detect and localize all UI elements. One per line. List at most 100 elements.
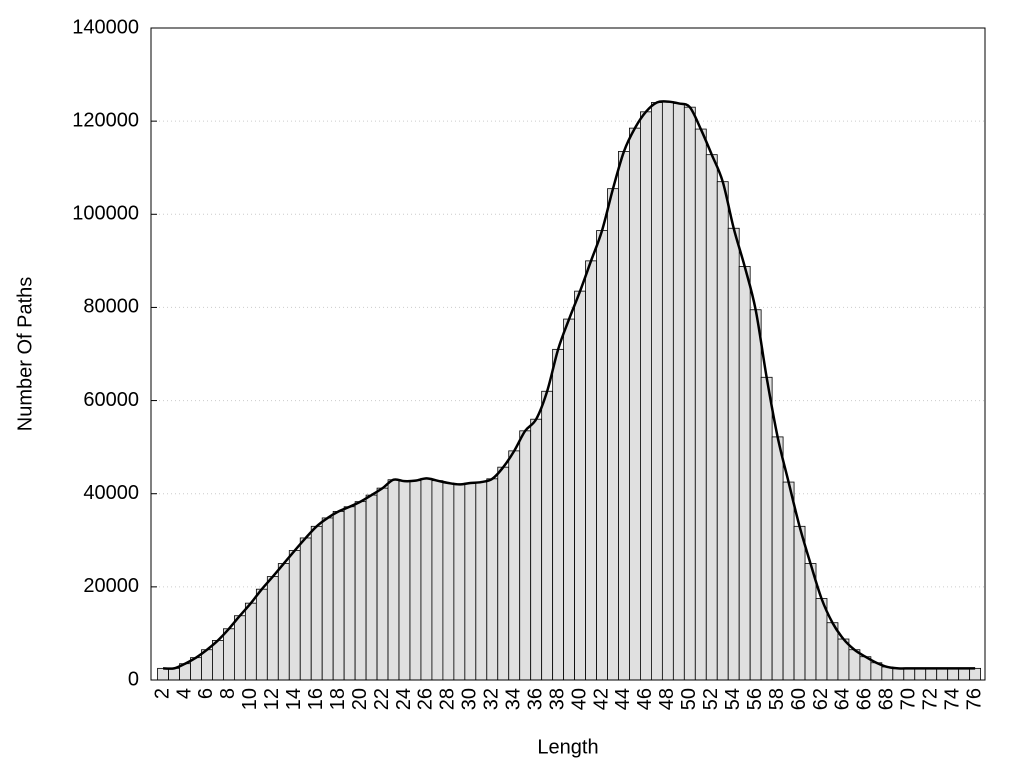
bar — [201, 649, 213, 681]
bar — [530, 418, 543, 681]
x-tick-label: 2 — [151, 688, 173, 699]
bar — [903, 667, 916, 681]
x-tick-label: 62 — [810, 688, 832, 710]
plot-frame — [150, 27, 986, 681]
x-tick-label: 32 — [481, 688, 503, 710]
x-tick-label: 22 — [371, 688, 393, 710]
bar — [409, 480, 422, 681]
x-axis-label: Length — [537, 736, 598, 758]
bar — [266, 576, 279, 681]
bar — [629, 127, 641, 681]
y-tick-label: 0 — [128, 668, 139, 690]
bar — [387, 479, 400, 681]
y-tick-label: 140000 — [72, 16, 139, 38]
x-tick-label: 16 — [305, 688, 327, 710]
x-tick-label: 74 — [941, 688, 963, 710]
bar — [233, 615, 246, 681]
bar — [365, 494, 378, 681]
y-tick-label: 100000 — [72, 203, 139, 225]
bar — [431, 480, 444, 681]
bar — [793, 525, 806, 681]
x-tick-label: 30 — [459, 688, 481, 710]
bar — [168, 667, 180, 681]
bar — [804, 563, 817, 681]
bar — [640, 111, 652, 681]
bar — [288, 550, 301, 681]
x-tick-label: 6 — [195, 688, 217, 699]
bar — [244, 602, 257, 681]
x-tick-label: 26 — [415, 688, 437, 710]
x-tick-label: 14 — [283, 688, 305, 710]
bar — [694, 128, 707, 681]
x-tick-label: 72 — [920, 688, 942, 710]
bar — [837, 638, 850, 681]
bar — [969, 667, 982, 681]
bar — [310, 525, 323, 681]
x-tick-label: 42 — [590, 688, 612, 710]
bar — [376, 487, 389, 681]
x-tick-label: 70 — [898, 688, 920, 710]
bar — [212, 640, 224, 681]
x-tick-label: 56 — [744, 688, 766, 710]
x-tick-label: 40 — [568, 688, 590, 710]
bar — [552, 348, 565, 681]
bar — [661, 101, 674, 681]
x-tick-label: 68 — [876, 688, 898, 710]
bar — [486, 478, 499, 681]
bar — [760, 376, 773, 681]
x-tick-label: 28 — [437, 688, 459, 710]
bar — [958, 667, 971, 681]
bar — [716, 181, 729, 681]
x-tick-label: 34 — [503, 688, 525, 710]
bar — [519, 430, 532, 681]
x-tick-label: 38 — [546, 688, 568, 710]
x-tick-label: 18 — [327, 688, 349, 710]
x-tick-label: 4 — [173, 688, 195, 699]
bar — [574, 290, 586, 681]
y-tick-label: 80000 — [83, 296, 139, 318]
x-tick-label: 50 — [678, 688, 700, 710]
bar — [420, 477, 433, 681]
x-tick-label: 76 — [963, 688, 985, 710]
bar — [947, 667, 960, 681]
bar — [672, 103, 685, 681]
bar — [749, 309, 762, 681]
bar — [464, 482, 477, 681]
bar — [541, 390, 554, 681]
x-tick-label: 60 — [788, 688, 810, 710]
bar — [442, 482, 455, 681]
x-tick-label: 66 — [854, 688, 876, 710]
bar — [738, 266, 751, 681]
y-tick-label: 20000 — [83, 575, 139, 597]
bar — [936, 667, 949, 681]
y-axis-label: Number Of Paths — [14, 277, 36, 432]
x-tick-label: 52 — [700, 688, 722, 710]
x-tick-label: 54 — [722, 688, 744, 710]
trend-line — [163, 100, 976, 670]
bar — [727, 227, 740, 681]
bar — [157, 667, 169, 681]
x-tick-label: 48 — [656, 688, 678, 710]
bar — [354, 501, 367, 681]
bar — [255, 588, 268, 681]
x-tick-label: 12 — [261, 688, 283, 710]
x-tick-label: 10 — [239, 688, 261, 710]
bar — [453, 483, 466, 681]
bar — [277, 563, 290, 681]
bar — [683, 106, 696, 681]
y-tick-label: 60000 — [83, 389, 139, 411]
bar — [585, 260, 597, 681]
bar — [332, 511, 345, 681]
x-tick-label: 36 — [524, 688, 546, 710]
bar — [771, 436, 784, 681]
bar — [607, 188, 619, 681]
bar — [925, 667, 938, 681]
bar — [651, 102, 663, 681]
x-tick-label: 46 — [634, 688, 656, 710]
x-tick-label: 44 — [612, 688, 634, 710]
y-tick-label: 120000 — [72, 109, 139, 131]
bar — [398, 480, 411, 681]
x-tick-label: 8 — [217, 688, 239, 699]
bar — [299, 537, 312, 681]
